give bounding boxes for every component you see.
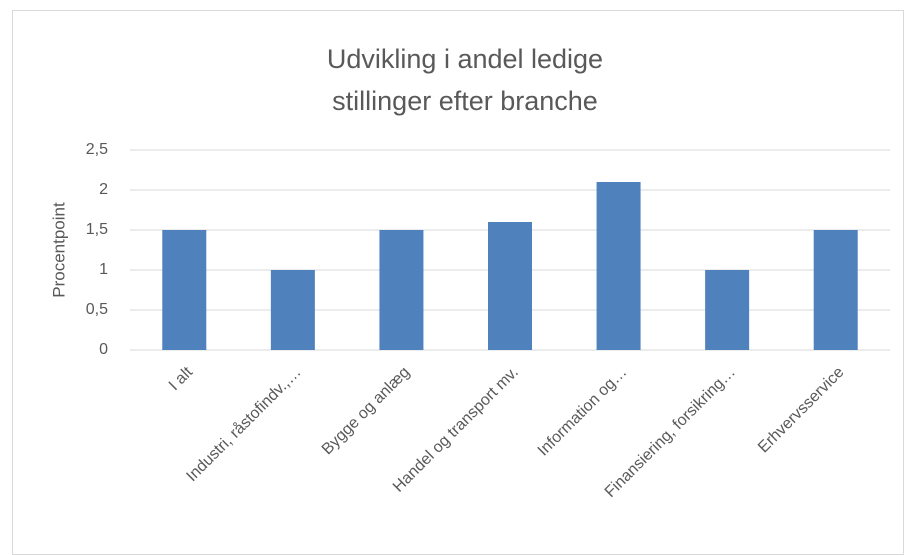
x-tick-label: Information og… [535, 364, 631, 460]
bar [488, 222, 532, 350]
bar [162, 230, 207, 350]
y-tick-label: 0,5 [86, 301, 108, 318]
y-axis-label: Procentpoint [49, 202, 68, 298]
y-tick-label: 1,5 [86, 221, 108, 238]
x-tick-label: Bygge og anlæg [319, 364, 413, 458]
x-tick-label: Handel og transport mv. [390, 364, 522, 496]
bar [270, 270, 315, 350]
y-tick-label: 2,5 [86, 141, 108, 158]
bar [596, 182, 641, 350]
bar [705, 270, 750, 350]
x-tick-label: I alt [166, 363, 197, 394]
y-tick-label: 1 [99, 261, 108, 278]
x-tick-label: Industri, råstofindv.,… [183, 363, 305, 485]
y-tick-label: 0 [99, 341, 108, 358]
x-tick-label: Finansiering, forsikring… [602, 364, 739, 501]
chart-title: Udvikling i andel ledige stillinger efte… [326, 44, 604, 116]
x-tick-label: Erhvervsservice [755, 364, 848, 457]
y-tick-label: 2 [99, 181, 108, 198]
bar [813, 230, 858, 350]
bar [379, 230, 424, 350]
